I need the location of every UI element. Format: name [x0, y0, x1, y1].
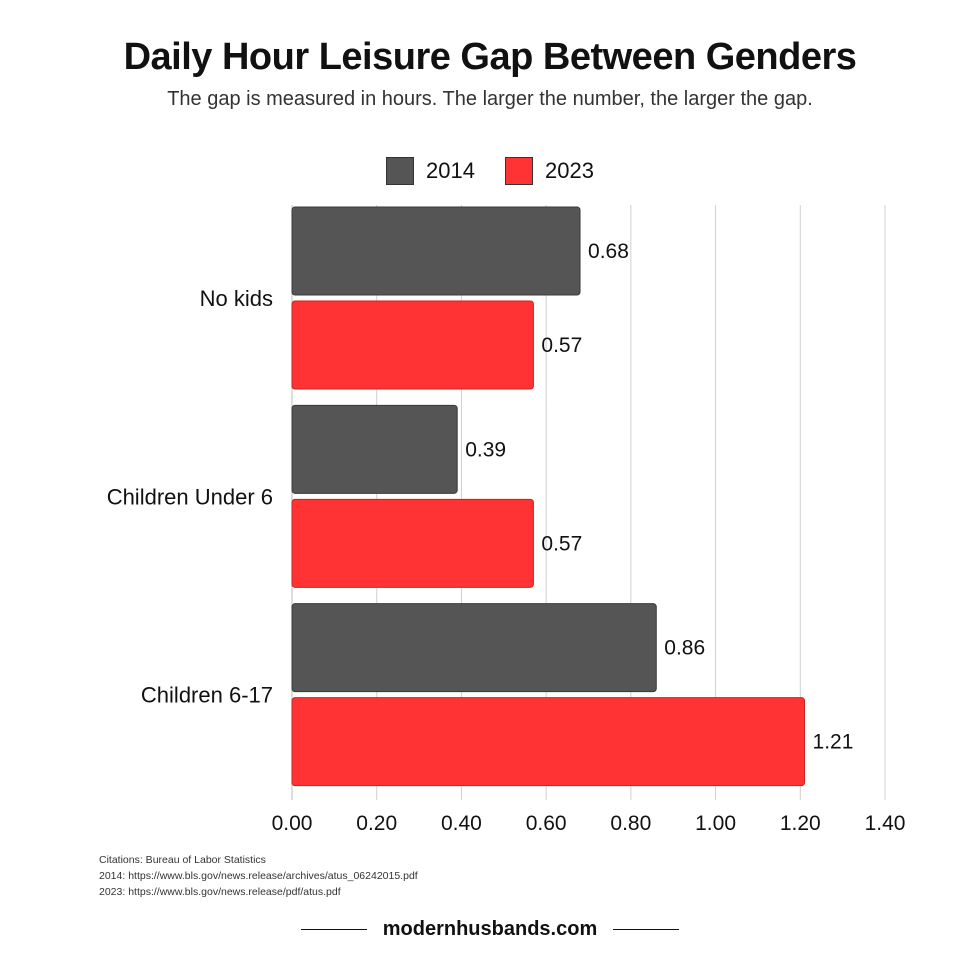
bar-2014-2 — [291, 603, 657, 693]
legend-label-2014: 2014 — [426, 158, 475, 183]
legend-item-2014: 2014 — [386, 157, 475, 185]
chart-title: Daily Hour Leisure Gap Between Genders — [123, 36, 857, 78]
bar-2023-0 — [291, 300, 534, 390]
x-tick-label: 1.40 — [865, 812, 906, 835]
bar-2023-2 — [291, 697, 806, 787]
footer: modernhusbands.com — [0, 918, 980, 941]
data-label: 0.86 — [664, 637, 705, 660]
legend: 2014 2023 — [0, 157, 980, 185]
data-label: 0.57 — [541, 532, 582, 555]
citation-2023: 2023: https://www.bls.gov/news.release/p… — [99, 886, 341, 898]
citations: Citations: Bureau of Labor Statistics 20… — [99, 852, 418, 900]
x-tick-label: 0.80 — [610, 812, 651, 835]
legend-swatch-2023 — [505, 157, 533, 185]
legend-swatch-2014 — [386, 157, 415, 185]
bar-2014-0 — [291, 206, 581, 296]
data-label: 0.68 — [588, 240, 629, 263]
x-tick-label: 0.40 — [441, 812, 482, 835]
data-label: 1.21 — [813, 731, 854, 754]
category-label: Children Under 6 — [107, 484, 273, 509]
legend-label-2023: 2023 — [545, 158, 594, 183]
category-label: No kids — [200, 286, 273, 311]
bar-2023-1 — [291, 498, 534, 588]
data-label: 0.39 — [465, 438, 506, 461]
category-label: Children 6-17 — [141, 683, 273, 708]
footer-rule-left — [300, 929, 367, 930]
citation-2014: 2014: https://www.bls.gov/news.release/a… — [99, 870, 418, 882]
chart-subtitle: The gap is measured in hours. The larger… — [167, 88, 813, 110]
x-tick-label: 1.00 — [695, 812, 736, 835]
legend-item-2023: 2023 — [505, 157, 594, 185]
citation-source: Citations: Bureau of Labor Statistics — [99, 854, 266, 866]
bar-2014-1 — [291, 404, 458, 494]
x-tick-label: 0.20 — [356, 812, 397, 835]
footer-site: modernhusbands.com — [382, 918, 598, 940]
x-tick-label: 1.20 — [780, 812, 821, 835]
data-label: 0.57 — [541, 334, 582, 357]
x-tick-label: 0.00 — [272, 812, 313, 835]
footer-rule-right — [613, 929, 680, 930]
x-tick-label: 0.60 — [526, 812, 567, 835]
